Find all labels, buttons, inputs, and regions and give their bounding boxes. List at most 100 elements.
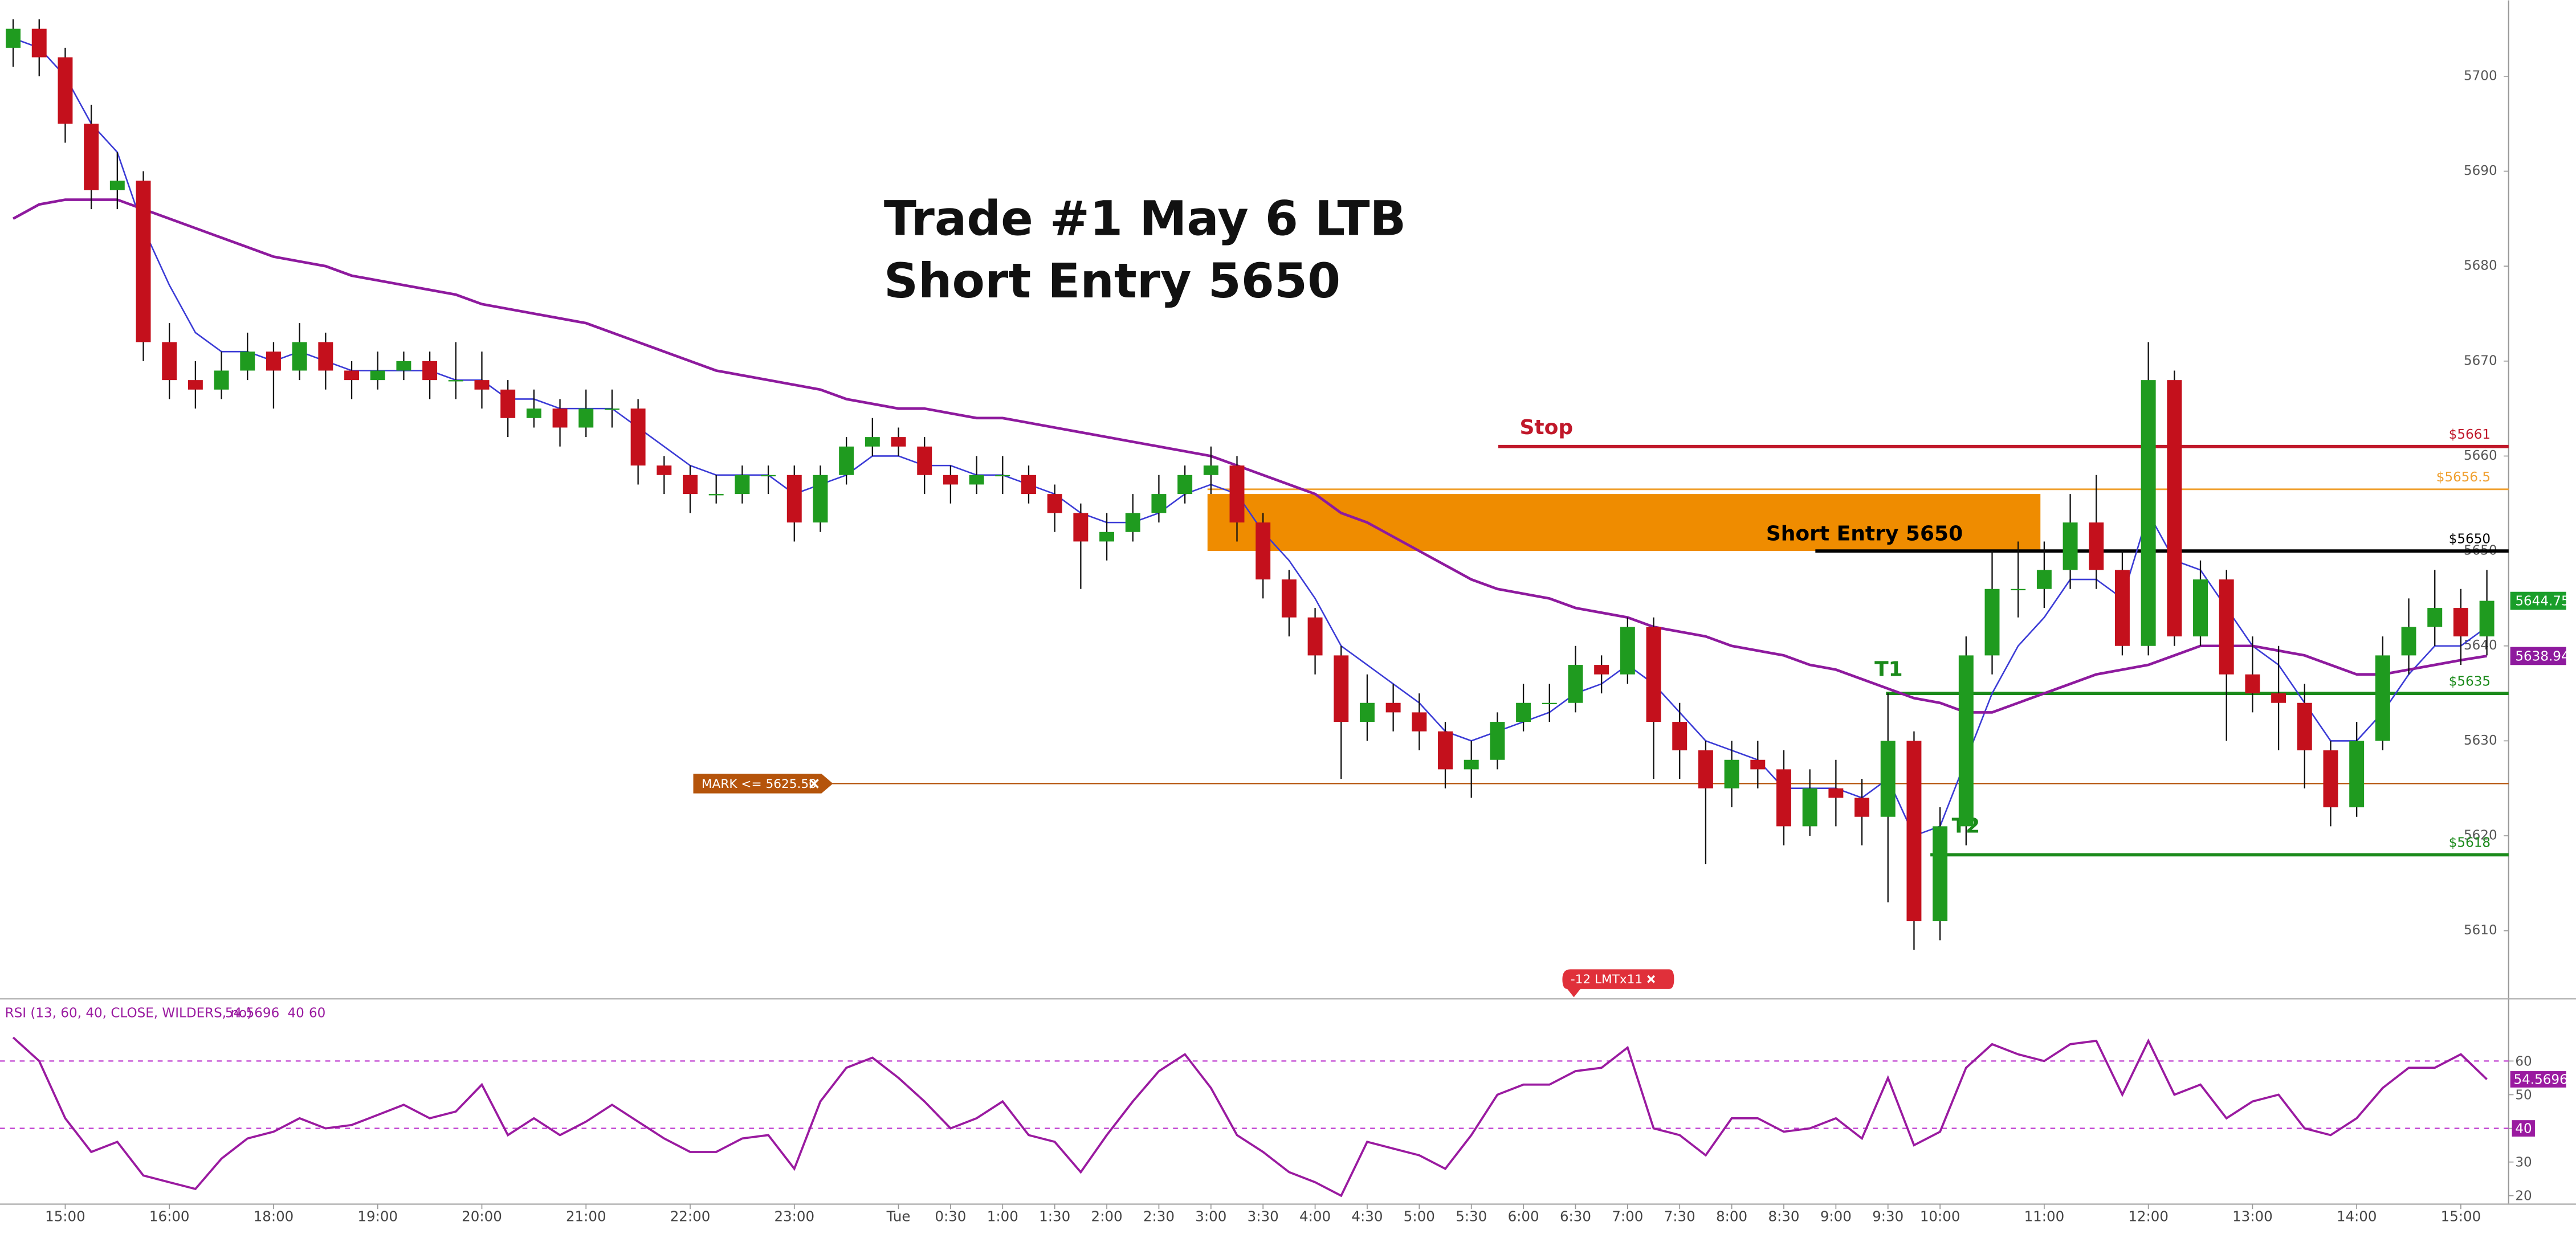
ma-price-tag: [2510, 647, 2566, 665]
y-tick-label: 5610: [2464, 923, 2497, 938]
candle-body: [396, 361, 411, 371]
rsi-y-tick-label: 50: [2515, 1088, 2532, 1102]
candle-body: [422, 361, 438, 381]
candle-body: [1229, 465, 1245, 523]
candle-body: [1047, 494, 1062, 513]
x-tick-label: 2:00: [1091, 1208, 1123, 1225]
candle-body: [2401, 627, 2416, 656]
candle-body: [2271, 693, 2286, 703]
x-tick-label: 7:30: [1664, 1208, 1695, 1225]
candle-body: [1516, 702, 1531, 722]
candle-body: [1385, 702, 1401, 713]
mark-close-icon: [809, 778, 819, 788]
rsi-title: RSI (13, 60, 40, CLOSE, WILDERS, no): [5, 1006, 252, 1021]
x-tick-label: 5:30: [1456, 1208, 1487, 1225]
mark-tag: [693, 774, 833, 794]
candle-body: [1125, 513, 1140, 532]
last-price-tag-label: 5644.75: [2515, 594, 2569, 609]
x-tick-label: 20:00: [462, 1208, 502, 1225]
rsi-level-header: 40: [287, 1006, 304, 1021]
candle-body: [1750, 759, 1766, 770]
x-tick-label: 6:00: [1508, 1208, 1539, 1225]
x-tick-label: 8:30: [1768, 1208, 1799, 1225]
candle-body: [344, 370, 360, 381]
price-line-label: $5618: [2449, 836, 2491, 851]
candle-body: [2245, 674, 2260, 694]
candle-body: [891, 437, 906, 447]
rsi-y-tick-label: 30: [2515, 1155, 2532, 1170]
x-tick-label: 14:00: [2337, 1208, 2377, 1225]
candle-body: [58, 57, 73, 124]
x-tick-label: 2:30: [1143, 1208, 1175, 1225]
x-tick-label: 16:00: [149, 1208, 190, 1225]
candle-body: [474, 380, 490, 390]
candle-body: [500, 389, 516, 418]
x-tick-label: 8:00: [1716, 1208, 1747, 1225]
x-tick-label: 10:00: [1920, 1208, 1960, 1225]
x-tick-label: 18:00: [254, 1208, 294, 1225]
y-tick-label: 5660: [2464, 448, 2497, 463]
x-tick-label: 1:30: [1039, 1208, 1070, 1225]
x-tick-label: 15:00: [2441, 1208, 2481, 1225]
candle-body: [630, 408, 646, 466]
rsi-value-header: 54.5696: [225, 1006, 279, 1021]
candle-body: [2453, 608, 2468, 637]
price-line-text: T1: [1874, 658, 1903, 681]
price-line-label: $5661: [2449, 427, 2491, 442]
candle-body: [240, 352, 255, 371]
y-tick-label: 5700: [2464, 68, 2497, 83]
price-line-text: Stop: [1519, 416, 1573, 439]
price-line-label: $5650: [2449, 532, 2491, 546]
rsi-level-tag: [2512, 1120, 2535, 1137]
rsi-last-tag: [2510, 1071, 2566, 1088]
candle-body: [1177, 475, 1193, 495]
candle-body: [292, 342, 307, 371]
y-tick-label: 5640: [2464, 638, 2497, 653]
candle-body: [917, 446, 932, 475]
candle-body: [1880, 741, 1896, 817]
candle-body: [1698, 750, 1713, 788]
x-tick-label: 9:30: [1872, 1208, 1904, 1225]
candle-body: [318, 342, 333, 371]
candle-body: [1542, 702, 1557, 705]
price-line-label: $5635: [2449, 674, 2491, 689]
candle-body: [266, 352, 281, 371]
candle-body: [1334, 655, 1349, 722]
x-tick-label: 9:00: [1820, 1208, 1852, 1225]
candle-body: [657, 465, 672, 475]
order-tag-label: -12 LMTx11: [1571, 973, 1642, 987]
candle-body: [2479, 600, 2495, 637]
candle-body: [2375, 655, 2390, 741]
candle-body: [1724, 759, 1739, 788]
rsi-y-tick-label: 20: [2515, 1189, 2532, 1204]
candle-body: [2427, 608, 2443, 627]
rsi-line: [12, 1036, 2488, 1198]
x-tick-label: 3:00: [1195, 1208, 1226, 1225]
x-tick-label: 0:30: [935, 1208, 966, 1225]
x-tick-label: 5:00: [1404, 1208, 1435, 1225]
candle-body: [683, 475, 698, 495]
entry-zone: [1207, 494, 2041, 551]
rsi-y-tick-label: 40: [2515, 1122, 2532, 1137]
order-tag: [1562, 969, 1674, 998]
y-tick-label: 5620: [2464, 828, 2497, 843]
candle-body: [1646, 627, 1661, 722]
candle-body: [2193, 579, 2208, 637]
candle-body: [1359, 702, 1375, 722]
x-tick-label: 15:00: [45, 1208, 85, 1225]
candle-body: [1906, 741, 1922, 922]
candle-body: [1620, 627, 1635, 675]
candle-body: [813, 475, 828, 523]
candle-body: [2114, 570, 2130, 646]
moving-average: [12, 198, 2487, 714]
rsi-last-tag-label: 54.5696: [2513, 1072, 2567, 1087]
candle-body: [578, 408, 594, 428]
order-close-icon: [1647, 975, 1656, 983]
x-tick-label: 23:00: [774, 1208, 814, 1225]
x-tick-label: 3:30: [1248, 1208, 1279, 1225]
candle-body: [2011, 589, 2026, 591]
candle-body: [1828, 788, 1844, 798]
x-tick-label: 7:00: [1612, 1208, 1643, 1225]
